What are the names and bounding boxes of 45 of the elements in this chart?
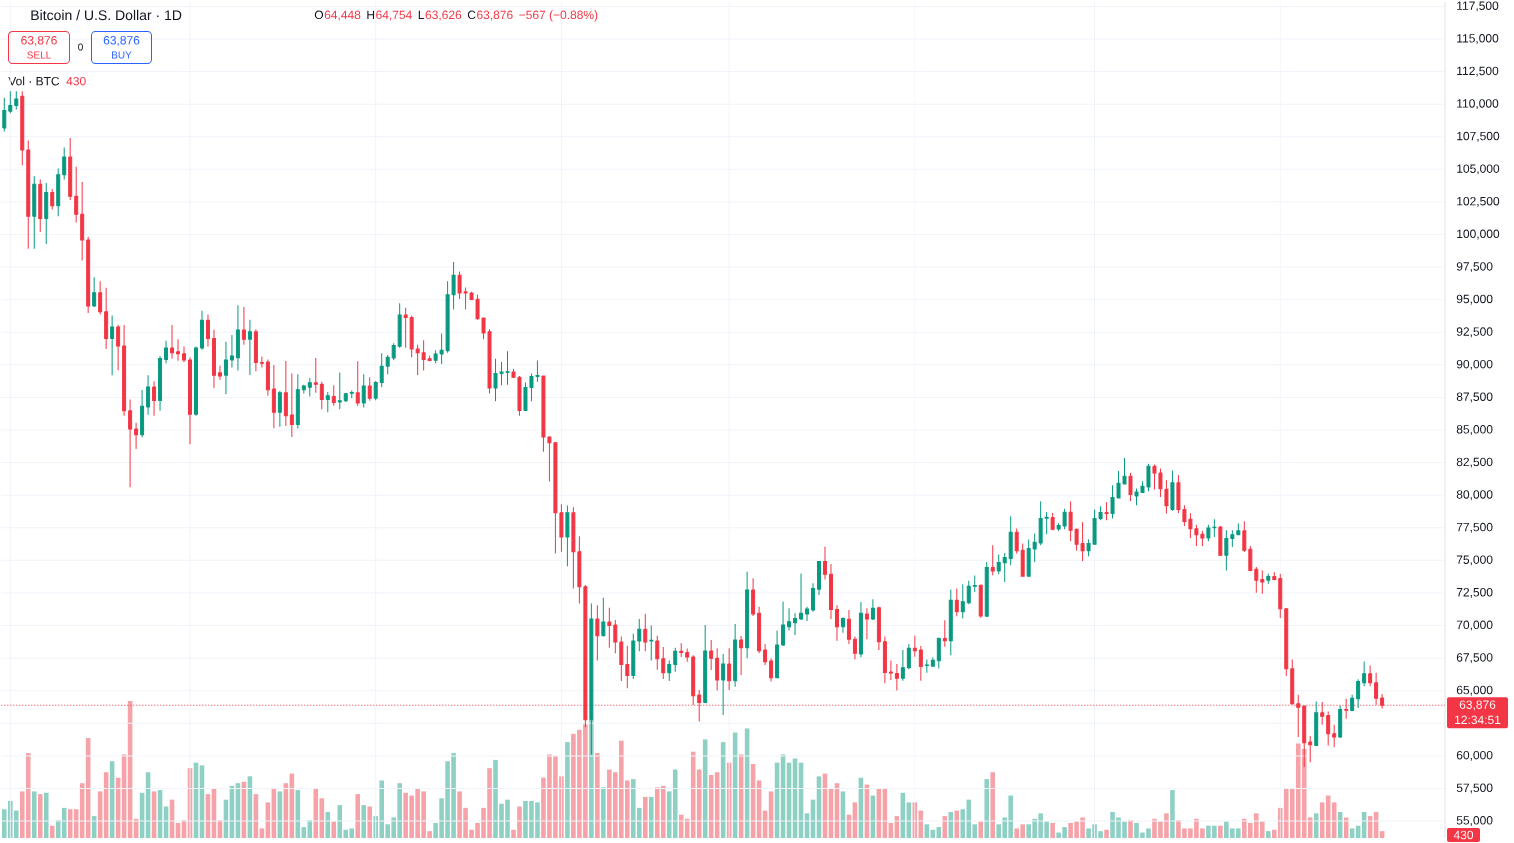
y-tick-label: 112,500 bbox=[1457, 66, 1499, 77]
y-tick-label: 72,500 bbox=[1456, 587, 1493, 598]
chart-title: Vol · BTC bbox=[8, 76, 60, 86]
annotation: 63,626 bbox=[425, 10, 462, 21]
y-tick-label: 77,500 bbox=[1456, 522, 1493, 533]
text: 430 bbox=[1453, 830, 1474, 840]
annotation: 63,876 bbox=[477, 10, 513, 21]
y-tick-label: 65,000 bbox=[1456, 685, 1493, 696]
y-tick-label: 100,000 bbox=[1457, 229, 1500, 240]
annotation: O bbox=[314, 10, 324, 20]
annotation: C bbox=[467, 10, 476, 20]
y-tick-label: 55,000 bbox=[1456, 816, 1493, 826]
y-tick-label: 70,000 bbox=[1456, 620, 1493, 631]
y-tick-label: 115,000 bbox=[1457, 34, 1499, 44]
y-tick-label: 67,500 bbox=[1456, 653, 1493, 664]
chart-title: Bitcoin / U.S. Dollar · 1D bbox=[31, 9, 182, 21]
annotation: SELL bbox=[27, 51, 51, 59]
y-tick-label: 75,000 bbox=[1456, 555, 1493, 566]
annotation: 64,754 bbox=[376, 10, 412, 21]
y-tick-label: 97,500 bbox=[1456, 262, 1493, 273]
y-tick-label: 85,000 bbox=[1456, 425, 1493, 435]
y-tick-label: 92,500 bbox=[1456, 327, 1493, 338]
y-tick-label: 107,500 bbox=[1457, 131, 1500, 142]
annotation: 430 bbox=[66, 76, 86, 86]
y-tick-label: 82,500 bbox=[1456, 457, 1493, 468]
annotation: 64,448 bbox=[324, 10, 361, 21]
y-tick-label: 102,500 bbox=[1457, 196, 1500, 207]
text: 12:34:51 bbox=[1455, 715, 1501, 725]
annotation: 63,876 bbox=[103, 36, 140, 46]
y-tick-label: 57,500 bbox=[1456, 783, 1493, 794]
y-tick-label: 60,000 bbox=[1456, 750, 1493, 761]
annotation: L bbox=[418, 10, 425, 19]
y-tick-label: 110,000 bbox=[1457, 99, 1499, 110]
ref-line-label: 63,876 bbox=[1459, 700, 1496, 711]
y-tick-label: 117,500 bbox=[1457, 1, 1499, 12]
y-tick-label: 105,000 bbox=[1457, 164, 1500, 175]
annotation: BUY bbox=[112, 51, 132, 59]
annotation: 63,876 bbox=[21, 36, 57, 46]
annotation: −567 (−0.88%) bbox=[519, 10, 598, 22]
y-tick-label: 90,000 bbox=[1456, 359, 1493, 370]
y-tick-label: 87,500 bbox=[1456, 392, 1493, 403]
annotation: 0 bbox=[78, 43, 83, 51]
y-tick-label: 80,000 bbox=[1456, 490, 1493, 501]
annotation: H bbox=[367, 10, 375, 19]
y-tick-label: 95,000 bbox=[1456, 294, 1493, 305]
